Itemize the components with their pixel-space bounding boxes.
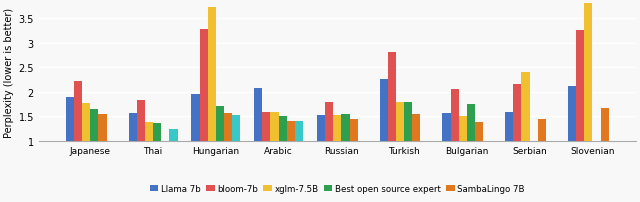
Bar	[467, 105, 475, 141]
Bar	[90, 109, 99, 141]
Bar	[129, 114, 137, 141]
Legend: Llama 7b, bloom-7b, xglm-7.5B, Best open source expert, SambaLingo 7B: Llama 7b, bloom-7b, xglm-7.5B, Best open…	[150, 184, 525, 193]
Bar	[207, 8, 216, 141]
Bar	[170, 129, 177, 141]
Bar	[200, 30, 207, 141]
Bar	[505, 112, 513, 141]
Bar	[224, 114, 232, 141]
Bar	[216, 107, 224, 141]
Bar	[262, 112, 271, 141]
Bar	[513, 85, 522, 141]
Bar	[341, 115, 349, 141]
Bar	[271, 113, 278, 141]
Bar	[538, 119, 546, 141]
Bar	[349, 119, 358, 141]
Bar	[584, 4, 593, 141]
Bar	[325, 103, 333, 141]
Bar	[600, 108, 609, 141]
Bar	[232, 116, 240, 141]
Bar	[145, 122, 153, 141]
Bar	[576, 31, 584, 141]
Bar	[442, 113, 451, 141]
Bar	[475, 122, 483, 141]
Bar	[317, 115, 325, 141]
Bar	[451, 89, 459, 141]
Bar	[522, 73, 530, 141]
Bar	[333, 116, 341, 141]
Y-axis label: Perplexity (lower is better): Perplexity (lower is better)	[4, 8, 14, 138]
Bar	[287, 122, 295, 141]
Bar	[66, 97, 74, 141]
Bar	[82, 104, 90, 141]
Bar	[153, 124, 161, 141]
Bar	[412, 114, 420, 141]
Bar	[380, 79, 388, 141]
Bar	[295, 122, 303, 141]
Bar	[404, 103, 412, 141]
Bar	[396, 103, 404, 141]
Bar	[74, 82, 82, 141]
Bar	[191, 95, 200, 141]
Bar	[137, 101, 145, 141]
Bar	[99, 115, 107, 141]
Bar	[459, 116, 467, 141]
Bar	[568, 86, 576, 141]
Bar	[278, 117, 287, 141]
Bar	[254, 89, 262, 141]
Bar	[388, 53, 396, 141]
